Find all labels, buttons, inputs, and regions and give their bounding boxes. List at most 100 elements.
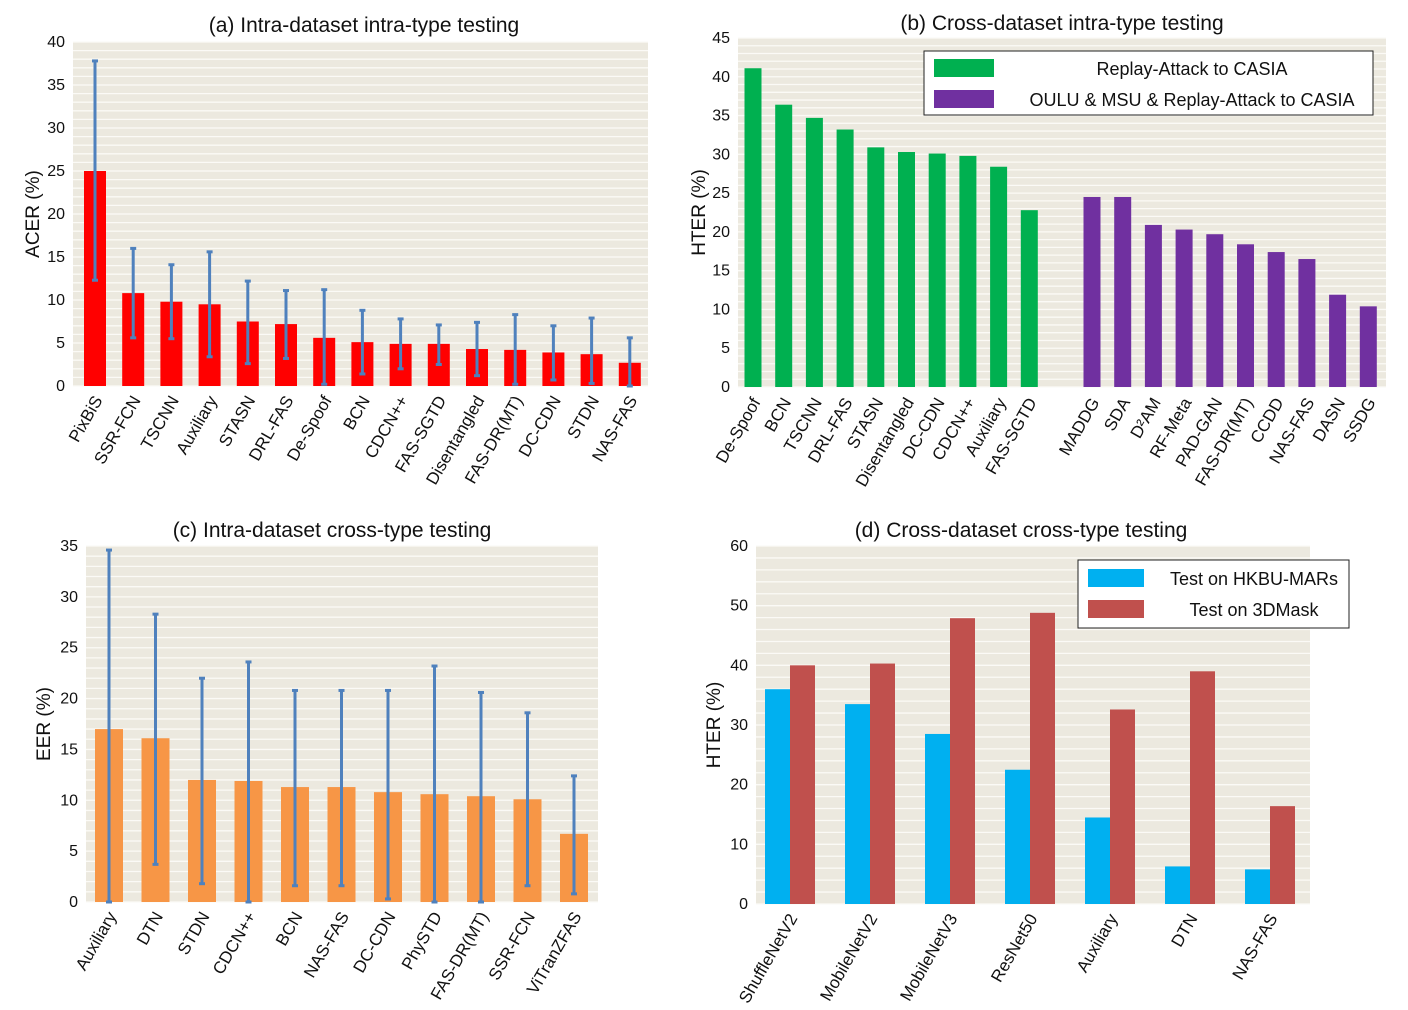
bar — [805, 117, 823, 387]
legend-label: OULU & MSU & Replay-Attack to CASIA — [1029, 90, 1354, 110]
bar — [775, 104, 793, 387]
y-tick-label: 30 — [730, 717, 748, 734]
bar — [867, 147, 885, 387]
x-tick-label: CDCN++ — [209, 908, 260, 977]
legend-swatch — [934, 90, 994, 108]
bar — [950, 618, 975, 904]
bar — [122, 293, 145, 386]
bar — [160, 301, 183, 386]
x-tick-label: Auxiliary — [1073, 910, 1122, 976]
bar — [1329, 294, 1347, 387]
y-tick-label: 20 — [60, 691, 78, 708]
y-tick-label: 5 — [69, 843, 78, 860]
y-tick-label: 50 — [730, 598, 748, 615]
bar — [1267, 252, 1285, 387]
y-tick-label: 25 — [47, 163, 65, 180]
legend-swatch — [1088, 569, 1144, 587]
bar — [1359, 306, 1377, 387]
y-tick-label: 30 — [712, 146, 730, 163]
bar — [1245, 869, 1270, 904]
y-tick-label: 20 — [712, 224, 730, 241]
x-tick-label: DC-CDN — [349, 909, 399, 977]
y-tick-label: 15 — [60, 741, 78, 758]
x-tick-label: PhySTD — [398, 909, 446, 973]
x-tick-label: MobileNetV3 — [896, 911, 961, 1005]
y-tick-label: 10 — [712, 301, 730, 318]
x-tick-label: DTN — [133, 909, 167, 949]
y-tick-label: 25 — [712, 185, 730, 202]
x-tick-label: STDN — [174, 909, 214, 959]
bar — [1020, 210, 1038, 387]
chart-a: 0 5 10 15 20 25 30 35 40 (a) Intra-dataset intra-… — [23, 14, 648, 488]
legend-label: Test on HKBU-MARs — [1170, 569, 1338, 589]
bar — [1175, 229, 1193, 387]
y-axis-label: HTER (%) — [689, 169, 710, 256]
y-tick-label: 5 — [56, 335, 65, 352]
y-tick-label: 5 — [721, 340, 730, 357]
x-tick-label: MADDG — [1055, 395, 1103, 459]
y-tick-label: 35 — [712, 108, 730, 125]
bar — [990, 166, 1008, 387]
bar — [1085, 817, 1110, 904]
y-axis-label: HTER (%) — [704, 682, 725, 769]
y-tick-label: 10 — [47, 292, 65, 309]
y-tick-label: 10 — [730, 836, 748, 853]
bar — [845, 704, 870, 904]
x-tick-label: STDN — [563, 393, 603, 443]
bar — [1110, 709, 1135, 904]
x-tick-label: NAS-FAS — [300, 909, 353, 982]
chart-b: 0 5 10 15 20 25 30 35 40 45 (b) Cross-dataset intr… — [689, 12, 1386, 490]
bar — [1114, 196, 1132, 387]
chart-d: 0 10 20 30 40 50 60 (d) Cross-dataset cross-typ… — [704, 519, 1350, 1006]
legend-box — [923, 50, 1374, 116]
bar — [744, 68, 762, 387]
legend-label: Test on 3DMask — [1189, 600, 1319, 620]
bar — [898, 152, 915, 387]
bar — [790, 665, 815, 904]
legend-swatch — [1088, 600, 1144, 618]
x-tick-label: PixBiS — [65, 393, 106, 446]
x-tick-label: NAS-FAS — [1229, 911, 1282, 984]
bar — [928, 153, 946, 387]
y-tick-label: 35 — [47, 77, 65, 94]
bar — [1083, 196, 1101, 387]
y-tick-label: 0 — [56, 378, 65, 395]
chart-title: (d) Cross-dataset cross-type testing — [855, 519, 1188, 542]
y-tick-label: 0 — [69, 894, 78, 911]
bar — [765, 689, 790, 904]
x-tick-label: ResNet50 — [987, 911, 1041, 986]
bar — [1005, 769, 1030, 904]
x-tick-label: DTN — [1168, 911, 1202, 951]
y-tick-label: 20 — [47, 206, 65, 223]
y-tick-label: 25 — [60, 640, 78, 657]
y-tick-label: 40 — [47, 34, 65, 51]
bar — [870, 663, 895, 904]
x-tick-label: BCN — [339, 393, 373, 434]
chart-c: 0 5 10 15 20 25 30 35 (c) Intra-dataset cross-ty… — [34, 519, 598, 1003]
y-tick-label: 15 — [47, 249, 65, 266]
bar — [1030, 612, 1055, 904]
x-tick-label: De-Spoof — [712, 394, 765, 466]
bar — [836, 129, 854, 387]
y-tick-label: 60 — [730, 538, 748, 555]
y-tick-label: 0 — [721, 379, 730, 396]
bar — [1206, 234, 1224, 387]
y-tick-label: 30 — [60, 589, 78, 606]
legend-label: Replay-Attack to CASIA — [1096, 59, 1287, 79]
chart-title: (a) Intra-dataset intra-type testing — [209, 14, 519, 37]
y-tick-label: 15 — [712, 263, 730, 280]
x-tick-label: MobileNetV2 — [816, 911, 881, 1005]
chart-title: (c) Intra-dataset cross-type testing — [173, 519, 492, 542]
y-tick-label: 45 — [712, 30, 730, 47]
x-tick-label: BCN — [272, 909, 306, 950]
y-tick-label: 40 — [712, 69, 730, 86]
legend: Replay-Attack to CASIA OULU & MSU & Repla… — [923, 50, 1374, 116]
bar — [1270, 806, 1295, 904]
chart-title: (b) Cross-dataset intra-type testing — [900, 12, 1223, 35]
bar — [1165, 866, 1190, 904]
x-tick-label: SSR-FCN — [485, 909, 539, 984]
y-axis-label: ACER (%) — [23, 170, 44, 258]
y-tick-label: 0 — [739, 896, 748, 913]
bar — [1298, 259, 1316, 387]
